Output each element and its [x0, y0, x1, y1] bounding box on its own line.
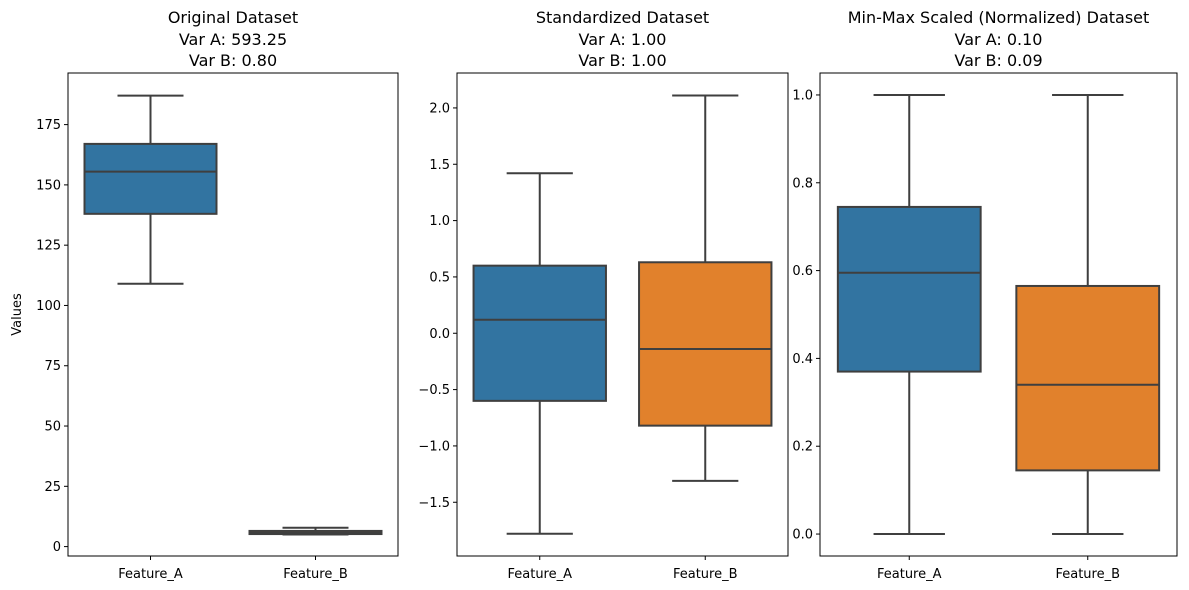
y-tick-label: 50: [44, 420, 61, 435]
box-feature-a: [83, 94, 218, 285]
y-tick-label: 0.4: [792, 352, 813, 367]
y-tick-label: 150: [36, 178, 61, 193]
y-tick-label: 0.5: [429, 270, 450, 285]
iqr-box: [1015, 284, 1161, 472]
x-tick-label: Feature_A: [507, 567, 572, 582]
y-tick-label: 175: [36, 118, 61, 133]
y-tick-label: 1.0: [792, 88, 813, 103]
y-tick-label: 2.0: [429, 101, 450, 116]
x-tick-label: Feature_B: [673, 567, 738, 582]
iqr-box: [638, 261, 773, 427]
panel-title-line: Var B: 0.09: [954, 51, 1042, 70]
y-tick-label: −1.0: [418, 439, 450, 454]
y-tick-label: 25: [44, 480, 61, 495]
panel-title-line: Var B: 0.80: [189, 51, 277, 70]
iqr-box: [472, 264, 607, 402]
y-tick-label: 0.0: [792, 528, 813, 543]
y-tick-label: 0.6: [792, 264, 813, 279]
panel-title-line: Var A: 1.00: [579, 30, 667, 49]
panel-1: 0 25 50 75 100 125 150 175 Feature_A Feature_B Ori…: [10, 8, 399, 582]
y-tick-label: 125: [36, 239, 61, 254]
panel-title-line: Var B: 1.00: [578, 51, 666, 70]
panel-title-line: Standardized Dataset: [536, 8, 709, 27]
y-tick-label: 0.8: [792, 176, 813, 191]
y-tick-label: 0.2: [792, 440, 813, 455]
axes-frame: [67, 72, 399, 557]
box-feature-b: [1015, 93, 1161, 536]
x-tick-label: Feature_A: [877, 567, 942, 582]
box-feature-b: [248, 526, 383, 536]
panel-title-line: Var A: 593.25: [179, 30, 287, 49]
panel-title-line: Original Dataset: [168, 8, 298, 27]
x-tick-label: Feature_A: [118, 567, 183, 582]
y-tick-label: 0: [53, 540, 61, 555]
axes-frame: [456, 72, 789, 557]
y-tick-label: −1.5: [418, 496, 450, 511]
axes-frame: [819, 72, 1178, 557]
panel-title-line: Min-Max Scaled (Normalized) Dataset: [848, 8, 1150, 27]
panel-2: −1.5 −1.0 −0.5 0.0 0.5 1.0 1.5 2.0 Feature_A Feat…: [418, 8, 789, 582]
box-feature-a: [472, 172, 607, 535]
panel-title-line: Var A: 0.10: [955, 30, 1043, 49]
y-tick-label: 1.0: [429, 214, 450, 229]
y-tick-label: 75: [44, 359, 61, 374]
y-tick-label: 100: [36, 299, 61, 314]
y-tick-label: 0.0: [429, 327, 450, 342]
x-tick-label: Feature_B: [283, 567, 348, 582]
y-tick-label: 1.5: [429, 158, 450, 173]
y-axis-label: Values: [10, 293, 25, 336]
x-tick-label: Feature_B: [1055, 567, 1120, 582]
iqr-box: [83, 142, 218, 215]
box-feature-a: [836, 93, 982, 536]
iqr-box: [836, 205, 982, 373]
y-tick-label: −0.5: [418, 383, 450, 398]
panel-3: 0.0 0.2 0.4 0.6 0.8 1.0 Feature_A Feature_B Min-…: [792, 8, 1178, 582]
box-feature-b: [638, 94, 773, 482]
